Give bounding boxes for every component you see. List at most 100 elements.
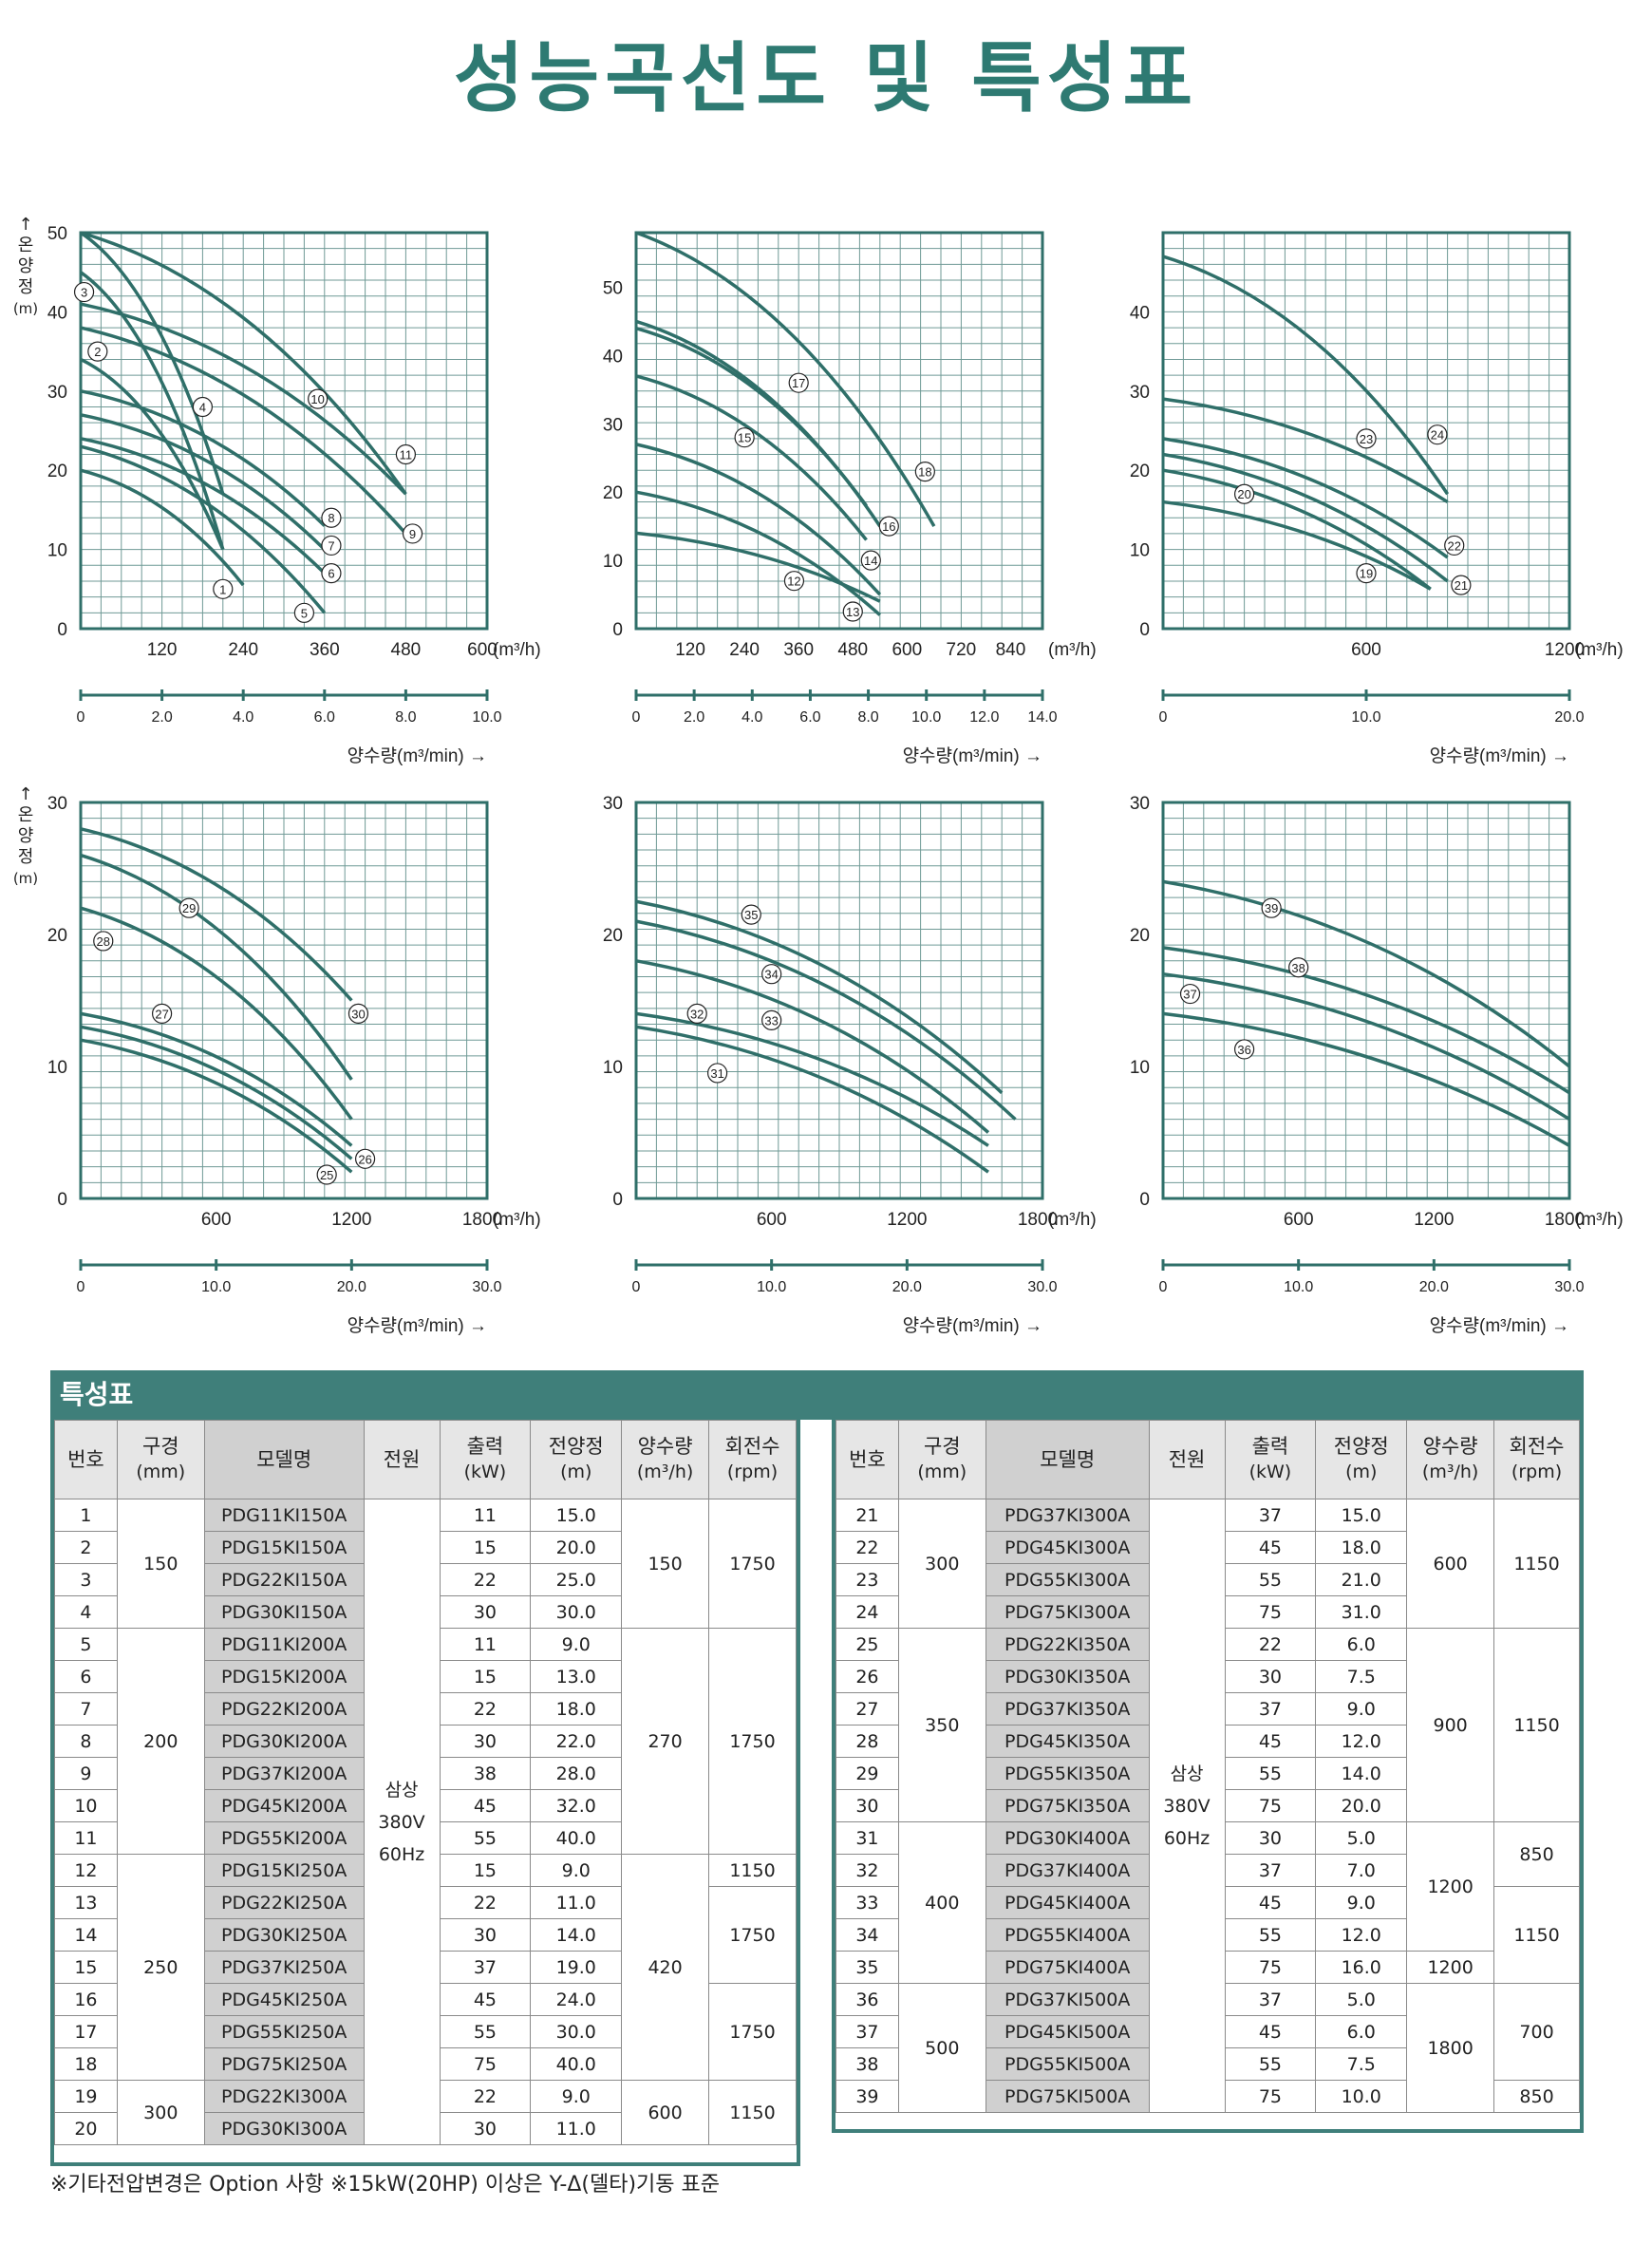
table-cell: PDG55KI350A	[985, 1757, 1150, 1790]
x-tick-label: 600	[757, 1210, 787, 1230]
header-cell: 출력 (kW)	[439, 1420, 532, 1499]
table-cell: 300	[116, 2080, 205, 2145]
table-row: 21 300 PDG37KI300A 삼상 380V 60Hz 37 15.0 600 1150	[835, 1499, 1580, 2113]
table-cell: 9	[54, 1757, 118, 1790]
chart-3: 0 10 20 30 40 600 1200 (m³/h) 0 10.0 20.0 양수량(m³/mi…	[1130, 231, 1624, 775]
min-tick-label: 8.0	[395, 709, 416, 726]
table-cell: 25	[835, 1628, 899, 1661]
curve-label-circle	[1233, 483, 1255, 504]
y-tick-label: 10	[47, 1058, 67, 1078]
table-cell: 3	[54, 1563, 118, 1596]
table-cell: 19	[54, 2080, 118, 2113]
x-tick-label: 120	[147, 640, 178, 660]
curve-12	[635, 490, 881, 616]
curve-18	[635, 231, 936, 528]
table-cell: 9.0	[530, 1628, 623, 1661]
header-cell: 전양정 (m)	[530, 1420, 623, 1499]
table-cell: 38	[835, 2047, 899, 2081]
table-cell: PDG75KI500A	[985, 2080, 1150, 2113]
table-cell: 22	[439, 1563, 532, 1596]
curve-label: 14	[864, 554, 877, 568]
table-cell: 250	[116, 1854, 205, 2081]
min-tick-label: 12.0	[969, 709, 999, 726]
x-unit-label: (m³/h)	[1575, 1210, 1624, 1230]
curve-3	[79, 271, 225, 551]
y-tick-label: 10	[603, 1058, 623, 1078]
header-cell: 전양정 (m)	[1315, 1420, 1408, 1499]
spec-heading: 특성표	[50, 1370, 1584, 1420]
header-cell: 회전수 (rpm)	[708, 1420, 797, 1499]
table-cell: PDG37KI500A	[985, 1983, 1150, 2016]
curve-7	[80, 413, 327, 551]
table-cell: 270	[621, 1628, 710, 1855]
curve-label: 2	[94, 345, 101, 359]
table-row: 25 350 PDG22KI350A 22 6.0 900 1150	[835, 1628, 1580, 1822]
curve-label: 12	[787, 575, 800, 589]
table-cell: 1750	[708, 1886, 797, 1984]
min-tick-label: 10.0	[1284, 1279, 1313, 1295]
table-cell: 1200	[1406, 1951, 1495, 1984]
curve-label-circle	[321, 535, 342, 556]
table-cell: 15.0	[530, 1499, 623, 1532]
min-tick-label: 10.0	[201, 1279, 231, 1295]
curve-label: 18	[918, 465, 931, 480]
table-row: 36 500 PDG37KI500A 37 5.0 1800 700	[835, 1983, 1580, 2113]
curve-label: 15	[738, 431, 751, 445]
y-tick-label: 20	[603, 926, 623, 946]
table-cell: 30	[439, 2112, 532, 2145]
min-tick-label: 30.0	[1027, 1279, 1057, 1295]
x-tick-label: 480	[837, 640, 868, 660]
table-cell: 55	[1224, 1757, 1317, 1790]
y-tick-label: 0	[1139, 620, 1150, 640]
x-tick-label: 600	[1351, 640, 1381, 660]
spec-table-right: 번호 구경 (mm) 모델명 전원 출력 (kW) 전양정 (m) 양수량 (m³/h) 회전수 (rp…	[835, 1420, 1580, 2113]
table-cell: 15.0	[1315, 1499, 1408, 1532]
curve-11	[80, 231, 407, 496]
table-cell: 9.0	[1315, 1692, 1408, 1726]
table-row: 27 PDG37KI350A 37 9.0	[835, 1692, 1580, 1726]
header-cell: 모델명	[985, 1420, 1150, 1499]
table-cell: PDG55KI200A	[203, 1821, 365, 1855]
table-cell: 17	[54, 2015, 118, 2048]
table-cell: 40.0	[530, 1821, 623, 1855]
table-row: 37 PDG45KI500A 45 6.0	[835, 2015, 1580, 2048]
y-tick-label: 0	[612, 1190, 623, 1210]
chart-6: 0 10 20 30 600 1200 1800 (m³/h) 0 10.0 20.0 30.0 양수량…	[1130, 794, 1624, 1345]
chart-4: 0 10 20 30 600 1200 1800 (m³/h) 0 10.0 20.0 30.0 양수량…	[47, 794, 541, 1345]
flow-axis-title: 양수량(m³/min) →	[1430, 745, 1569, 766]
curve-label-circle	[321, 563, 342, 584]
table-row: 20 PDG30KI300A 30 11.0	[54, 2112, 797, 2145]
y-tick-label: 0	[612, 620, 623, 640]
curve-label: 10	[310, 392, 324, 406]
curve-label: 3	[81, 286, 87, 300]
header-cell: 출력 (kW)	[1224, 1420, 1317, 1499]
table-cell: 25.0	[530, 1563, 623, 1596]
table-cell: 32	[835, 1854, 899, 1887]
table-cell: 37	[439, 1951, 532, 1984]
table-cell: 37	[1224, 1983, 1317, 2016]
curve-35	[635, 899, 1004, 1095]
min-tick-label: 10.0	[757, 1279, 786, 1295]
table-cell: 600	[621, 2080, 710, 2145]
table-cell: 33	[835, 1886, 899, 1919]
table-row: 1 150 PDG11KI150A 삼상 380V 60Hz 11 15.0 150 1750	[54, 1499, 797, 2145]
table-cell: 13.0	[530, 1660, 623, 1693]
table-cell: 38	[439, 1757, 532, 1790]
x-unit-label: (m³/h)	[493, 1210, 541, 1230]
table-cell: 30	[439, 1595, 532, 1629]
table-row: 23 PDG55KI300A 55 21.0	[835, 1563, 1580, 1596]
table-cell: 400	[897, 1821, 986, 1984]
curve-label: 9	[409, 527, 416, 541]
table-row: 26 PDG30KI350A 30 7.5	[835, 1660, 1580, 1693]
table-cell: PDG22KI350A	[985, 1628, 1150, 1661]
chart-grid	[635, 232, 1043, 630]
table-cell: 39	[835, 2080, 899, 2113]
table-cell: 22	[835, 1531, 899, 1564]
table-cell: 1150	[1493, 1499, 1580, 1629]
table-cell: PDG30KI200A	[203, 1725, 365, 1758]
table-cell: 75	[1224, 2080, 1317, 2113]
table-row: 32 PDG37KI400A 37 7.0	[835, 1854, 1580, 1887]
curve-label: 20	[1237, 487, 1250, 501]
curve-label: 4	[199, 400, 206, 414]
table-cell: 35	[835, 1951, 899, 1984]
